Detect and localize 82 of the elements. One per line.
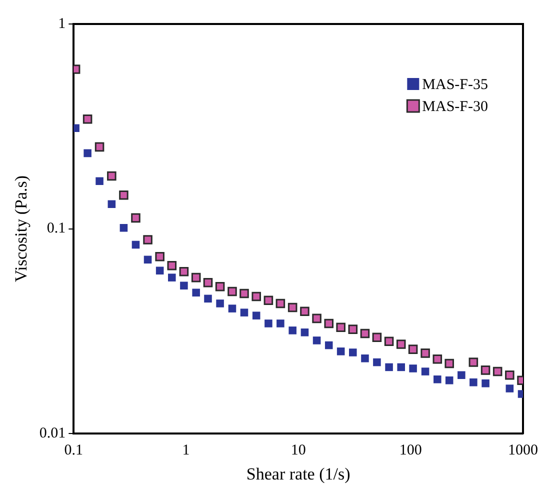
point — [349, 348, 357, 356]
point — [156, 266, 164, 274]
point — [373, 358, 381, 366]
point — [492, 366, 502, 376]
x-axis-title: Shear rate (1/s) — [246, 464, 350, 484]
point — [216, 300, 224, 308]
point — [434, 375, 442, 384]
y-tick-label: 0.01 — [39, 426, 66, 442]
point — [421, 368, 430, 376]
point — [336, 348, 345, 356]
point — [324, 341, 333, 350]
point — [396, 340, 406, 349]
point — [204, 294, 212, 303]
point — [445, 376, 454, 384]
x-tick-label: 1000 — [508, 442, 538, 459]
point — [143, 235, 152, 244]
point — [482, 379, 490, 388]
y-axis-title: Viscosity (Pa.s) — [12, 175, 31, 282]
point — [312, 336, 321, 344]
point — [131, 213, 140, 223]
point — [470, 378, 478, 386]
point — [120, 224, 128, 232]
point — [506, 384, 514, 392]
point — [228, 304, 236, 312]
point — [444, 358, 454, 368]
point — [94, 142, 104, 152]
point — [480, 366, 490, 375]
point — [468, 358, 478, 367]
point — [324, 318, 334, 328]
point — [252, 292, 261, 302]
point — [300, 306, 310, 316]
point — [155, 252, 164, 262]
point — [505, 370, 514, 380]
point — [384, 336, 394, 346]
point — [108, 200, 116, 208]
point — [144, 256, 152, 264]
x-tick-label: 0.1 — [64, 442, 84, 459]
point — [276, 320, 284, 328]
point — [312, 314, 322, 324]
x-tick-label: 100 — [399, 442, 422, 459]
point — [264, 296, 274, 306]
point — [168, 274, 176, 282]
point — [215, 282, 225, 292]
point — [192, 288, 200, 296]
point — [252, 312, 260, 320]
point — [397, 363, 405, 372]
point — [385, 363, 393, 372]
point — [180, 282, 188, 290]
point — [348, 324, 358, 334]
point — [84, 149, 92, 158]
point — [300, 328, 309, 336]
point — [360, 328, 370, 338]
point — [107, 171, 116, 181]
point — [191, 272, 201, 282]
point — [240, 288, 249, 298]
point — [96, 177, 104, 185]
point — [264, 320, 272, 328]
point — [361, 354, 369, 362]
point — [432, 354, 442, 364]
point — [228, 286, 237, 296]
point — [132, 240, 140, 249]
point — [372, 332, 382, 342]
y-tick-label: 0.1 — [46, 220, 66, 237]
point — [179, 266, 189, 276]
point — [336, 322, 346, 332]
point — [408, 344, 418, 354]
point — [409, 364, 417, 372]
y-tick-label: 1 — [58, 16, 66, 32]
legend-label: MAS-F-30 — [422, 98, 488, 115]
point — [119, 190, 128, 200]
point — [167, 260, 177, 270]
point — [276, 298, 286, 308]
x-tick-label: 1 — [182, 442, 190, 459]
point — [420, 348, 430, 358]
x-tick-label: 10 — [290, 442, 306, 459]
point — [240, 308, 248, 316]
point — [458, 371, 466, 380]
point — [288, 326, 296, 334]
point — [82, 114, 92, 124]
point — [288, 302, 298, 312]
point — [203, 278, 213, 288]
legend-label: MAS-F-35 — [422, 76, 488, 93]
